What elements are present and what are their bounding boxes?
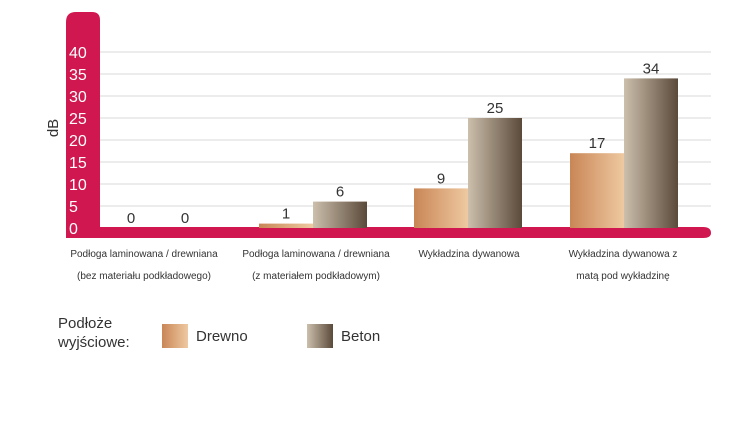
legend-swatch-drewno [162,324,188,348]
gridlines [100,51,711,207]
category-label-line: Wykładzina dywanowa [418,249,520,260]
category-label-line: (z materiałem podkładowym) [252,271,380,282]
category-label-line: Wykładzina dywanowa z [568,249,678,260]
category-label-3: Wykładzina dywanowa [379,244,559,266]
data-label-drewno-4: 17 [589,135,606,152]
bar-beton-4 [624,78,678,229]
data-label-beton-2: 6 [336,184,344,201]
bar-beton-2 [313,201,367,228]
y-tick-label: 0 [69,221,78,238]
legend-item-drewno: Drewno [162,324,248,348]
bars: 0 0 1 6 9 25 17 34 [127,60,678,229]
legend-title: Podłoże wyjściowe: [58,314,130,352]
y-ticks: 0 5 10 15 20 25 30 35 40 [69,45,87,238]
y-tick-label: 40 [69,45,87,62]
data-label-drewno-1: 0 [127,210,135,227]
legend-title-line-2: wyjściowe: [58,334,130,351]
y-tick-label: 5 [69,199,78,216]
legend-item-beton: Beton [307,324,380,348]
data-label-drewno-3: 9 [437,170,445,187]
category-label-line: Podłoga laminowana / drewniana [70,249,218,260]
category-label-2: Podłoga laminowana / drewniana (z materia… [226,244,406,288]
bar-drewno-2 [259,223,313,228]
category-label-line: Podłoga laminowana / drewniana [242,249,390,260]
y-axis-label: dB [45,119,62,137]
legend-label-drewno: Drewno [196,327,248,345]
data-label-beton-3: 25 [487,100,504,117]
bar-drewno-4 [570,153,624,228]
y-tick-label: 35 [69,67,87,84]
y-tick-label: 15 [69,155,87,172]
category-label-1: Podłoga laminowana / drewniana (bez mater… [54,244,234,288]
y-tick-label: 10 [69,177,87,194]
legend-swatch-beton [307,324,333,348]
y-tick-label: 20 [69,133,87,150]
bar-drewno-3 [414,188,468,228]
legend-title-line-1: Podłoże [58,315,113,332]
category-label-line: matą pod wykładzinę [576,271,670,282]
category-label-4: Wykładzina dywanowa z matą pod wykładzinę [533,244,713,288]
data-label-drewno-2: 1 [282,206,290,223]
data-label-beton-1: 0 [181,210,189,227]
y-tick-label: 25 [69,111,87,128]
data-label-beton-4: 34 [643,60,660,77]
y-tick-label: 30 [69,89,87,106]
category-label-line: (bez materiału podkładowego) [77,271,211,282]
bar-beton-3 [468,118,522,228]
legend-label-beton: Beton [341,327,381,345]
